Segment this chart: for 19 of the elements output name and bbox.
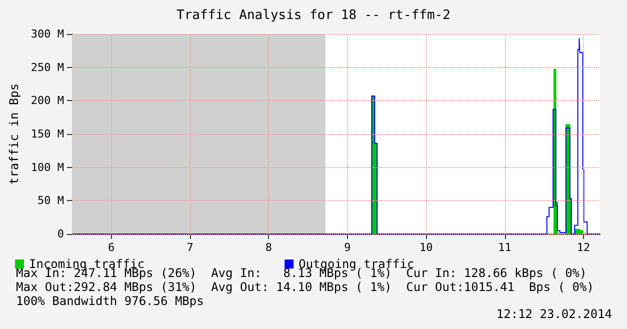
y-tick-label: 50 M (38, 194, 64, 208)
x-tick-label: 6 (108, 241, 115, 254)
y-axis-title: traffic in Bps (7, 83, 21, 185)
chart-title: Traffic Analysis for 18 -- rt-ffm-2 (176, 8, 450, 23)
y-tick-label: 200 M (30, 94, 64, 108)
text: 12:12 23.02.2014 (496, 307, 612, 321)
y-tick-label: 300 M (30, 28, 64, 40)
text: Max Out:292.84 MBps (31%) Avg Out: 14.10 MBps ( 1%) Cur Out:1015.41 Bps ( 0%) (16, 280, 594, 294)
x-tick-label: 8 (265, 241, 272, 254)
x-tick-label: 9 (344, 241, 351, 254)
x-tick-label: 11 (498, 241, 512, 254)
x-tick-label: 7 (186, 241, 194, 254)
y-tick-label: 100 M (30, 160, 64, 174)
x-tick-label: 10 (419, 241, 433, 254)
y-tick-label: 0 (57, 228, 64, 240)
y-tick-label: 150 M (30, 128, 64, 140)
x-tick-label: 12 (576, 241, 590, 254)
y-tick-label: 250 M (30, 60, 64, 74)
text: 100% Bandwidth 976.56 MBps (16, 294, 204, 308)
